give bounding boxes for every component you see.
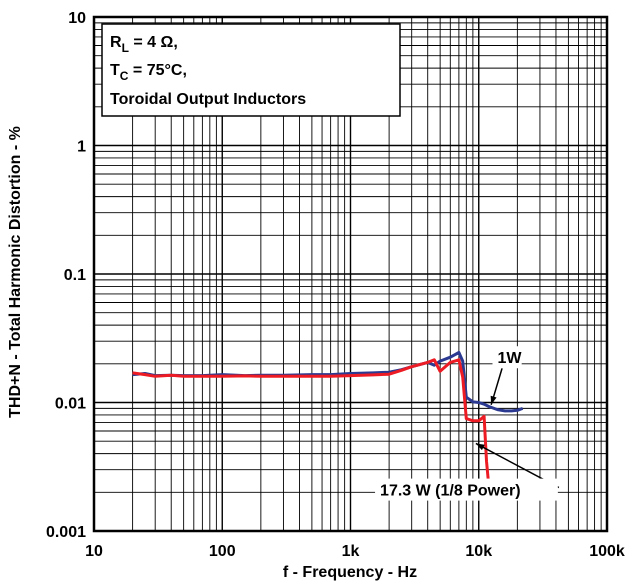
- annotation-label-17-3w: 17.3 W (1/8 Power): [380, 483, 520, 500]
- condition-inductors: Toroidal Output Inductors: [110, 91, 306, 108]
- conditions-box-frame: [101, 23, 401, 117]
- annotation-label-1w: 1W: [497, 350, 522, 367]
- annotation-arrowhead-1: [490, 395, 497, 405]
- x-tick-label: 1k: [342, 543, 360, 560]
- x-axis-title: f - Frequency - Hz: [283, 564, 417, 581]
- y-tick-label: 0.001: [46, 524, 86, 541]
- plot-frame: [92, 15, 609, 533]
- y-tick-labels: 0.001 0.01 0.1 1 10: [46, 10, 86, 541]
- condition-temperature: TC = 75°C,: [110, 62, 187, 83]
- y-tick-label: 0.1: [64, 267, 86, 284]
- y-tick-label: 1: [77, 139, 86, 156]
- y-tick-label: 0.01: [55, 396, 86, 413]
- y-axis-title: THD+N - Total Harmonic Distortion - %: [7, 126, 24, 418]
- x-tick-label: 100k: [589, 543, 625, 560]
- annotation-label-background: [375, 478, 558, 501]
- x-tick-label: 100: [209, 543, 236, 560]
- annotation-layer: 1W 17.3 W (1/8 Power): [375, 346, 560, 501]
- conditions-box: RL = 4 Ω, TC = 75°C, Toroidal Output Ind…: [101, 23, 401, 117]
- x-tick-labels: 10 100 1k 10k 100k: [85, 543, 625, 560]
- annotation-arrowhead-2: [475, 443, 485, 451]
- annotation-label-background: [492, 346, 522, 369]
- x-tick-label: 10: [85, 543, 103, 560]
- y-tick-label: 10: [68, 10, 86, 27]
- x-tick-label: 10k: [465, 543, 492, 560]
- condition-load: RL = 4 Ω,: [110, 34, 178, 55]
